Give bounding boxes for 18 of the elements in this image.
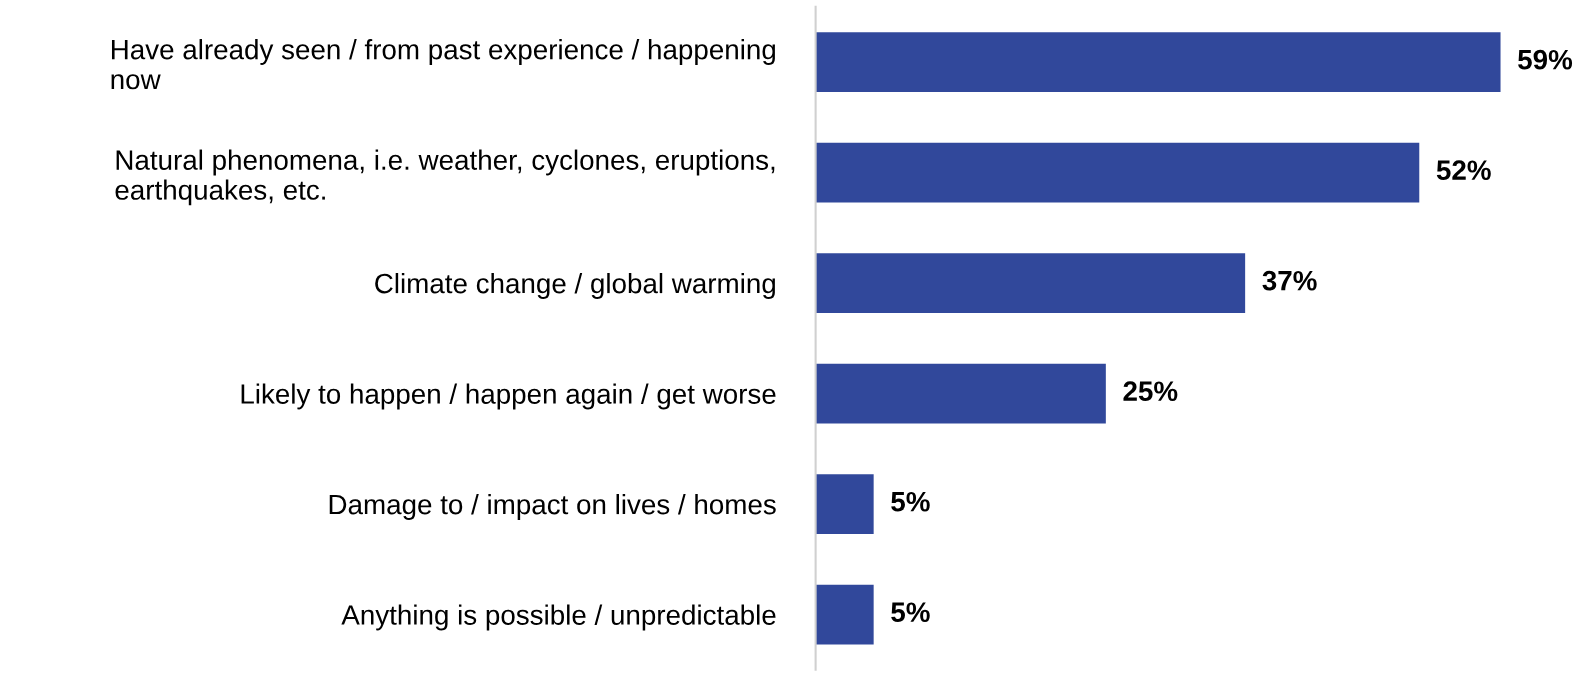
- data-label: 59%: [1518, 49, 1573, 70]
- bar: [815, 142, 1420, 203]
- y-tick-label: Natural phenomena, i.e. weather, cyclones, eruptions, earthquakes, etc.: [115, 149, 775, 206]
- data-label: 5%: [891, 491, 930, 512]
- y-tick-label: Have already seen / from past experience / happening now: [111, 39, 775, 90]
- y-tick-label: Damage to / impact on lives / homes: [329, 493, 776, 520]
- bar: [815, 253, 1246, 313]
- data-label: 37%: [1262, 270, 1317, 291]
- bar: [815, 584, 874, 645]
- y-tick-label: Likely to happen / happen again / get worse: [241, 383, 776, 410]
- bar: [815, 32, 1501, 92]
- bar: [815, 363, 1106, 424]
- y-tick-label: Anything is possible / unpredictable: [341, 604, 776, 631]
- data-label: 5%: [891, 602, 930, 623]
- bar: [815, 474, 874, 534]
- y-tick-label: Climate change / global warming: [375, 272, 775, 299]
- data-label: 52%: [1436, 160, 1491, 181]
- data-label: 25%: [1123, 381, 1178, 402]
